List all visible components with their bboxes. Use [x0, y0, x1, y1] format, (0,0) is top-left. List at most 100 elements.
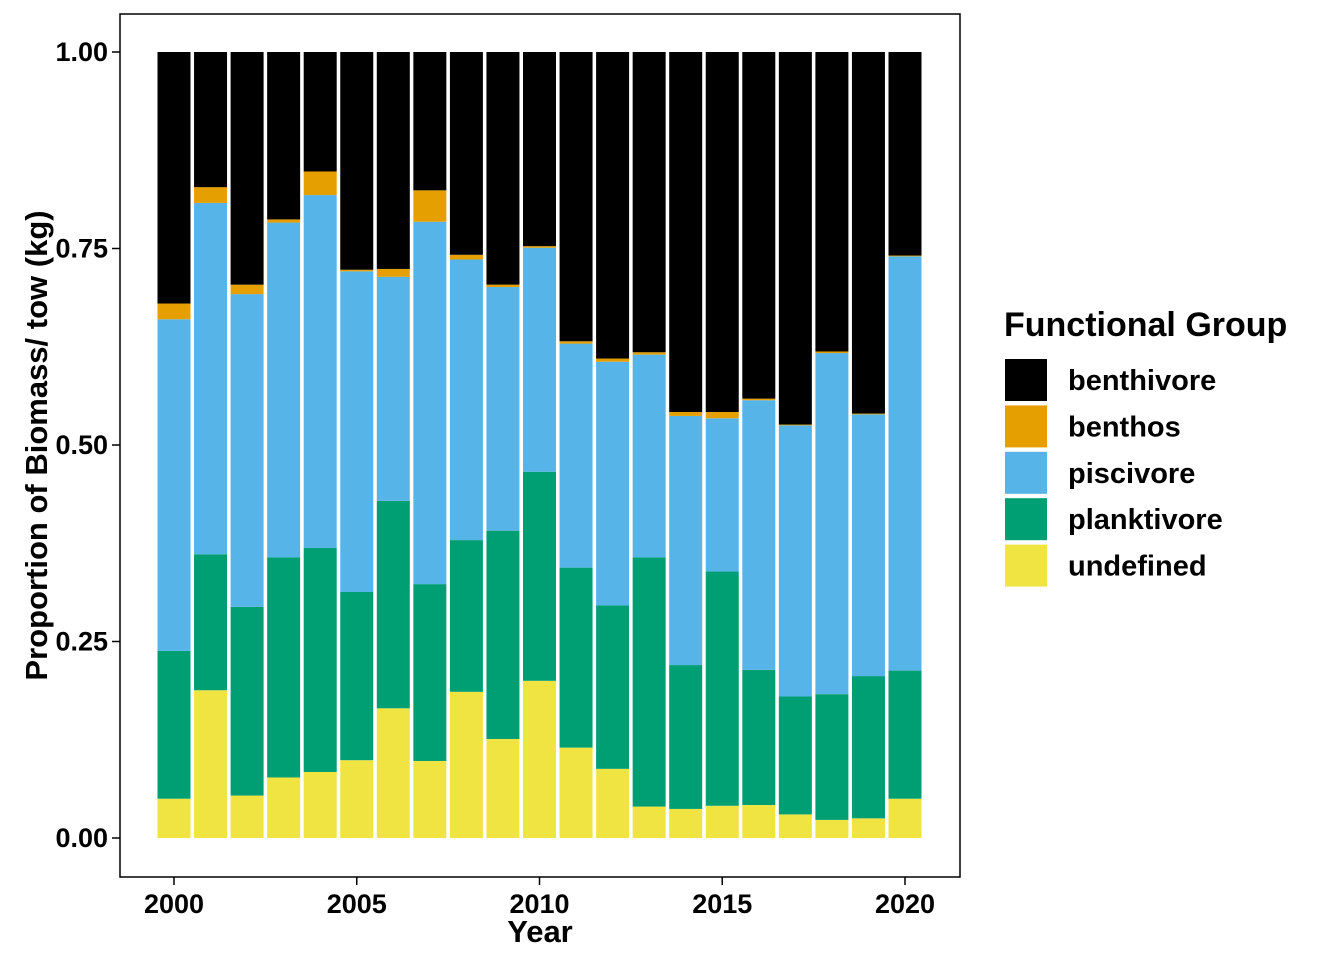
bar-planktivore-2012: [596, 605, 630, 769]
bar-benthivore-2005: [340, 52, 374, 270]
bar-planktivore-2020: [888, 670, 922, 799]
bar-benthivore-2009: [486, 52, 520, 285]
legend-label-benthivore: benthivore: [1068, 365, 1216, 397]
bar-benthos-2015: [705, 411, 739, 419]
bar-planktivore-2015: [705, 571, 739, 806]
legend-swatch-piscivore: [1005, 451, 1047, 494]
bar-planktivore-2005: [340, 591, 374, 761]
bar-benthivore-2016: [742, 52, 776, 399]
legend-swatch-undefined: [1005, 544, 1047, 587]
bar-piscivore-2018: [815, 353, 849, 695]
bar-benthivore-2011: [559, 52, 593, 342]
bar-undefined-2016: [742, 804, 776, 838]
x-tick-label: 2000: [144, 889, 204, 919]
bar-undefined-2014: [669, 808, 703, 838]
y-axis-title: Proportion of Biomass/ tow (kg): [19, 210, 54, 680]
bar-piscivore-2001: [194, 202, 228, 555]
bar-benthivore-2006: [376, 52, 410, 269]
bar-benthos-2005: [340, 269, 374, 272]
bar-planktivore-2017: [778, 696, 812, 815]
bar-benthos-2001: [194, 187, 228, 203]
bar-undefined-2007: [413, 760, 447, 838]
bar-undefined-2002: [230, 795, 264, 838]
bar-piscivore-2008: [449, 259, 483, 541]
legend-label-planktivore: planktivore: [1068, 504, 1223, 536]
bar-undefined-2006: [376, 708, 410, 838]
y-axis: 0.00 0.25 0.50 0.75 1.00: [55, 37, 120, 853]
bar-benthivore-2008: [449, 52, 483, 255]
x-tick-label: 2015: [692, 889, 752, 919]
bar-piscivore-2005: [340, 271, 374, 592]
bar-benthivore-2013: [632, 52, 666, 353]
bar-planktivore-2003: [267, 557, 301, 778]
bar-undefined-2004: [303, 771, 337, 838]
bar-benthos-2007: [413, 190, 447, 222]
bar-benthos-2012: [596, 358, 630, 362]
bar-undefined-2008: [449, 691, 483, 838]
bar-piscivore-2014: [669, 415, 703, 666]
bar-benthos-2004: [303, 171, 337, 196]
x-axis-title: Year: [507, 914, 573, 949]
bar-undefined-2019: [851, 818, 885, 838]
bar-planktivore-2009: [486, 530, 520, 739]
bar-piscivore-2000: [157, 319, 191, 651]
bar-undefined-2000: [157, 798, 191, 838]
bar-benthos-2011: [559, 341, 593, 344]
bar-benthos-2018: [815, 351, 849, 354]
bar-undefined-2017: [778, 814, 812, 838]
bar-planktivore-2018: [815, 694, 849, 820]
bar-benthivore-2014: [669, 52, 703, 412]
bar-benthivore-2010: [523, 52, 556, 247]
bar-undefined-2003: [267, 777, 301, 838]
legend-label-piscivore: piscivore: [1068, 458, 1195, 490]
legend-label-undefined: undefined: [1068, 551, 1207, 583]
x-tick-label: 2020: [875, 889, 935, 919]
bar-piscivore-2017: [778, 425, 812, 697]
bar-benthos-2016: [742, 398, 776, 401]
bar-benthivore-2020: [888, 52, 922, 256]
bar-planktivore-2011: [559, 567, 593, 748]
bar-piscivore-2004: [303, 195, 337, 548]
bar-undefined-2005: [340, 760, 374, 838]
bar-undefined-2013: [632, 806, 666, 838]
bar-piscivore-2010: [523, 247, 556, 472]
bar-piscivore-2002: [230, 294, 264, 607]
bar-undefined-2001: [194, 690, 228, 838]
bar-piscivore-2009: [486, 287, 520, 531]
bar-benthivore-2007: [413, 52, 447, 191]
bar-planktivore-2000: [157, 650, 191, 799]
bar-benthivore-2019: [851, 52, 885, 414]
bar-benthivore-2015: [705, 52, 739, 412]
bar-benthos-2017: [778, 424, 812, 426]
bar-benthos-2002: [230, 284, 264, 295]
bar-planktivore-2007: [413, 584, 447, 761]
bar-piscivore-2012: [596, 361, 630, 606]
legend-swatch-benthivore: [1005, 359, 1047, 401]
bar-piscivore-2011: [559, 343, 593, 568]
bar-benthivore-2001: [194, 52, 228, 188]
bar-planktivore-2019: [851, 676, 885, 819]
x-tick-label: 2010: [509, 889, 569, 919]
bar-planktivore-2016: [742, 669, 776, 805]
bar-benthos-2003: [267, 219, 301, 223]
bar-piscivore-2003: [267, 222, 301, 558]
legend-swatch-planktivore: [1005, 498, 1047, 541]
bar-benthos-2013: [632, 352, 666, 355]
bar-piscivore-2013: [632, 354, 666, 558]
bar-benthivore-2018: [815, 52, 849, 352]
bars-layer: [157, 52, 922, 838]
bar-benthos-2009: [486, 284, 520, 288]
bar-benthivore-2017: [778, 52, 812, 425]
bar-planktivore-2006: [376, 500, 410, 709]
bar-benthos-2020: [888, 255, 922, 257]
bar-benthos-2006: [376, 268, 410, 277]
bar-undefined-2011: [559, 747, 593, 838]
y-tick-label: 1.00: [55, 37, 108, 67]
legend-title: Functional Group: [1004, 306, 1287, 344]
y-tick-label: 0.75: [55, 234, 108, 264]
bar-piscivore-2016: [742, 400, 776, 670]
bar-planktivore-2004: [303, 547, 337, 772]
bar-piscivore-2006: [376, 276, 410, 501]
bar-planktivore-2014: [669, 665, 703, 809]
